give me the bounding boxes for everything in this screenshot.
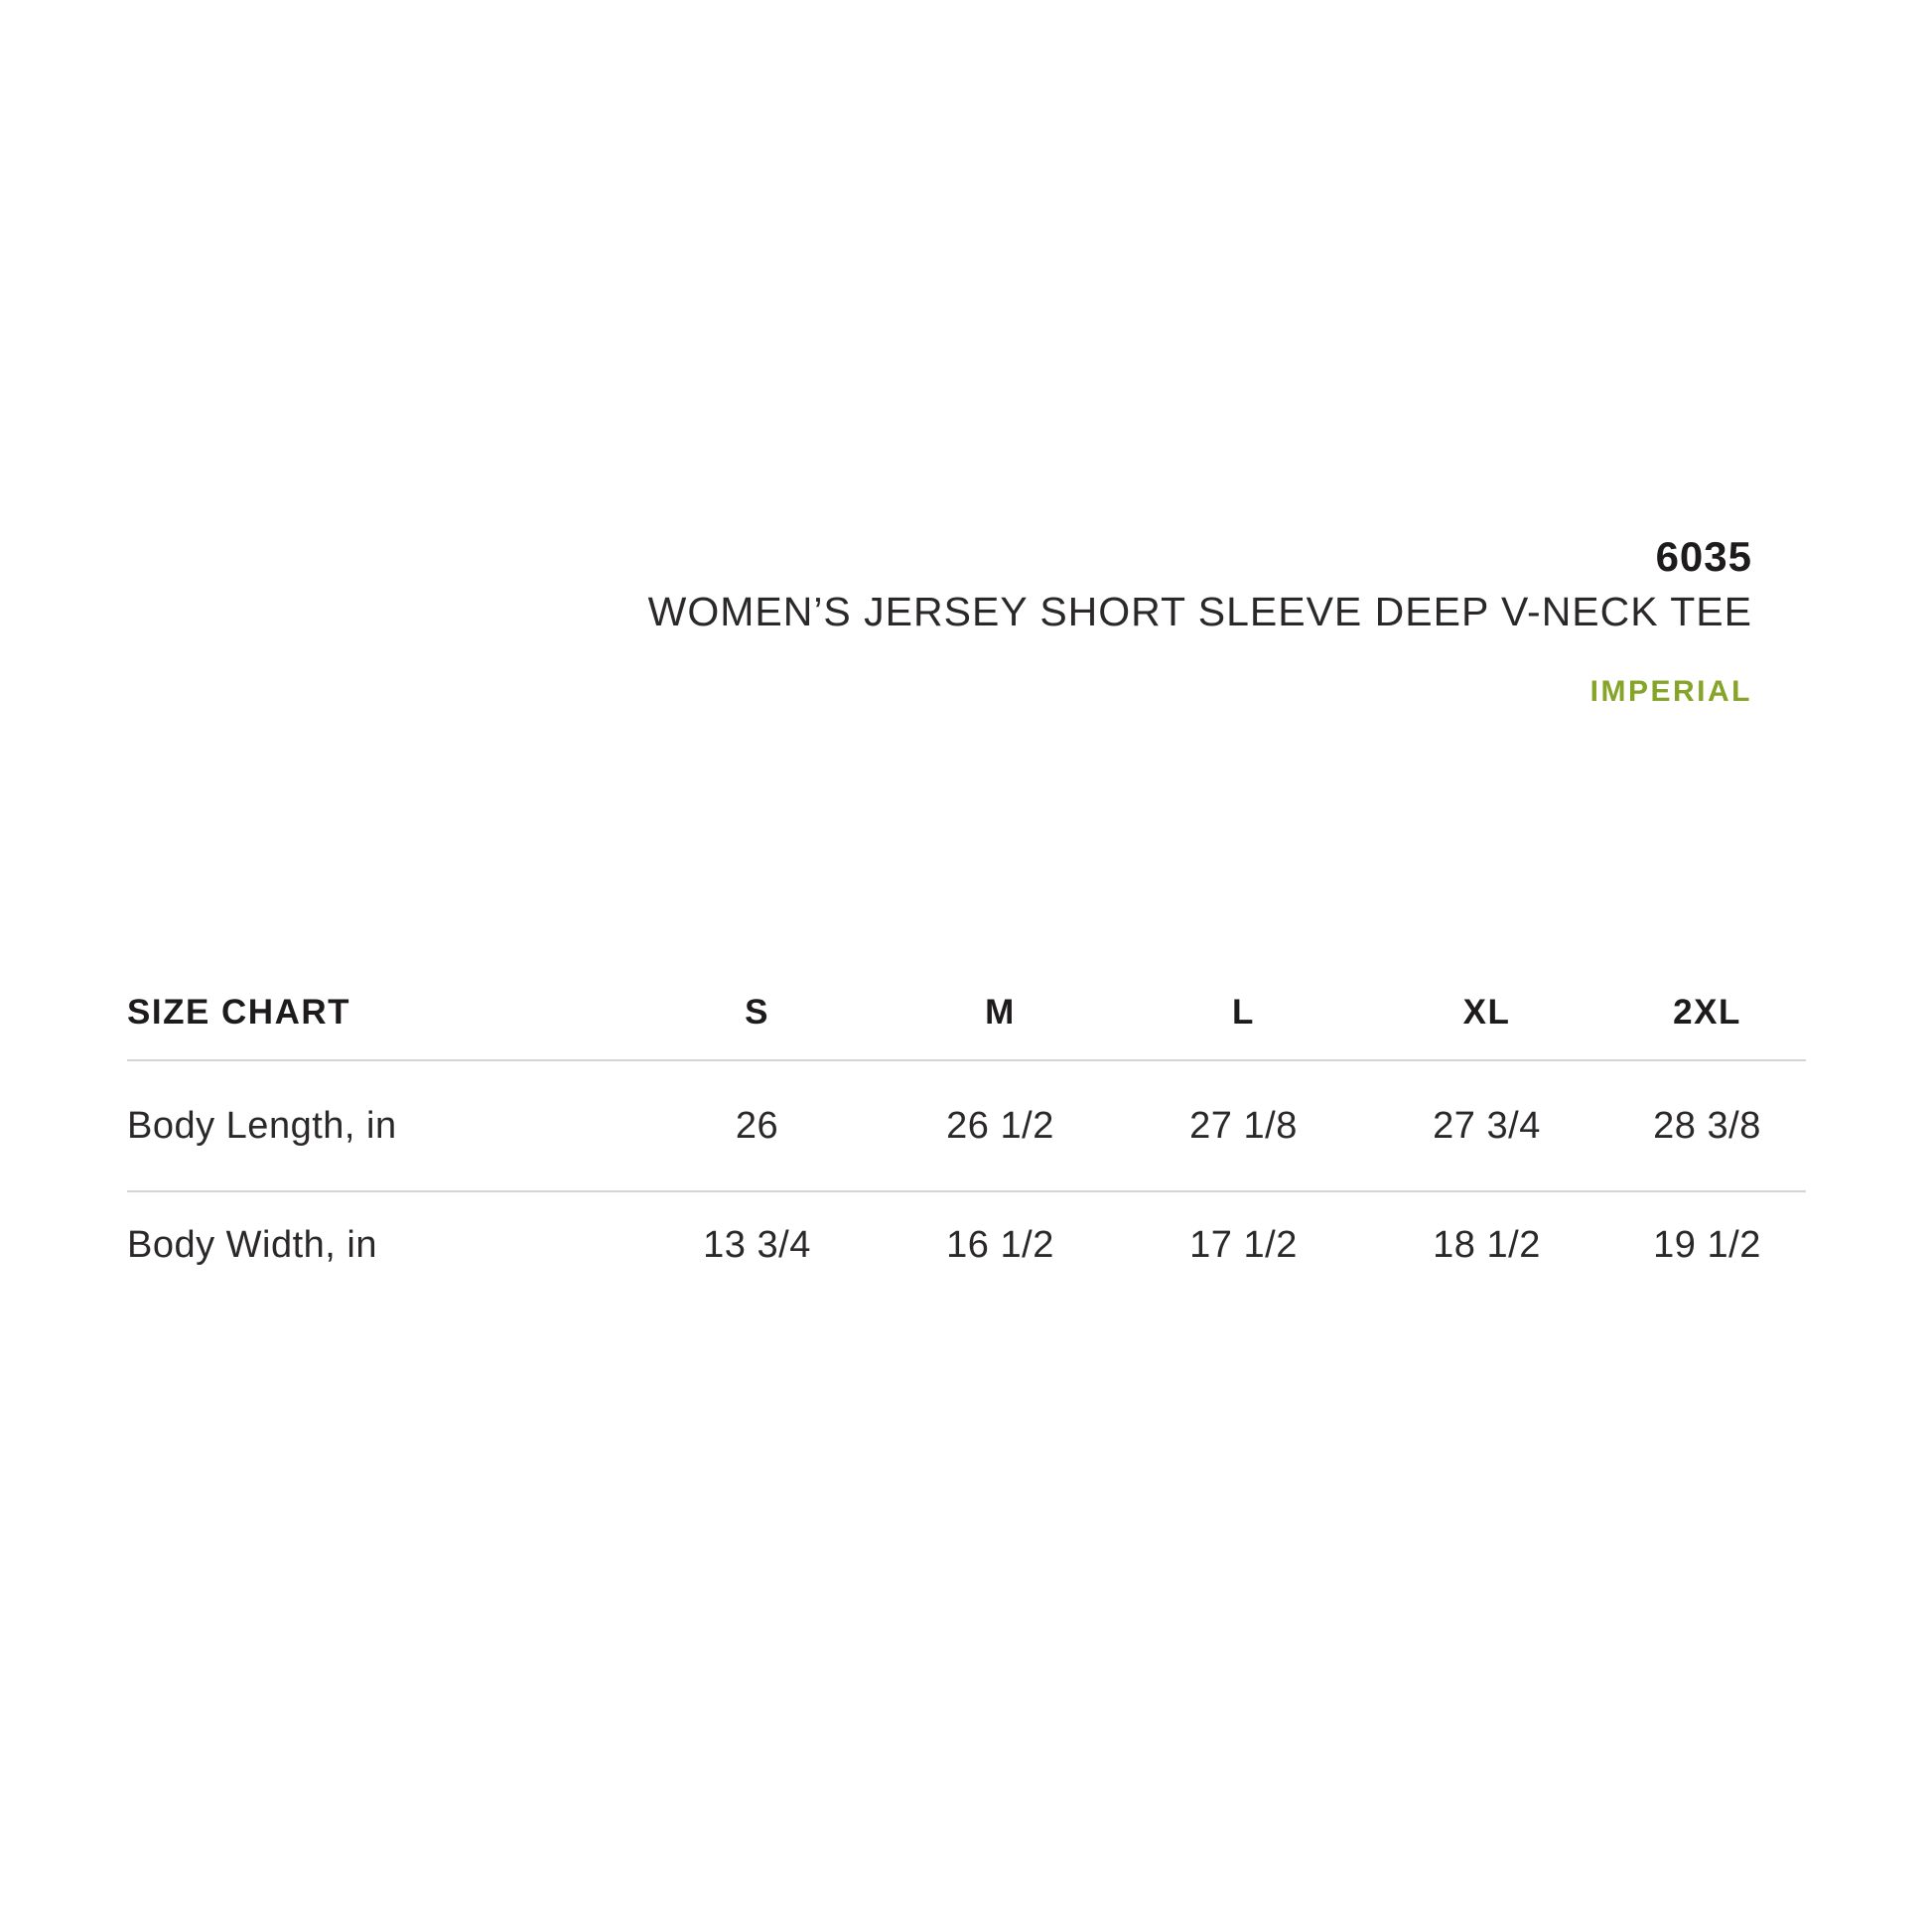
size-column-header-m: M: [879, 965, 1122, 1061]
product-header: 6035 WOMEN’S JERSEY SHORT SLEEVE DEEP V-…: [648, 536, 1752, 707]
size-column-header-l: L: [1122, 965, 1365, 1061]
style-number: 6035: [1655, 533, 1752, 580]
size-chart-title: SIZE CHART: [127, 965, 635, 1061]
cell-body-width-l: 17 1/2: [1189, 1223, 1298, 1266]
cell-body-length-m: 26 1/2: [879, 1060, 1122, 1192]
table-row-body-length: Body Length, in 26 26 1/2 27 1/8 27 3/4 …: [127, 1060, 1806, 1192]
size-chart-table: SIZE CHART S M L XL 2XL Body Length, in …: [127, 965, 1806, 1298]
cell-body-length-2xl: 28 3/8: [1608, 1060, 1806, 1192]
cell-body-width-m: 16 1/2: [946, 1223, 1054, 1266]
cell-body-length-l: 27 1/8: [1122, 1060, 1365, 1192]
size-column-header-s: S: [635, 965, 879, 1061]
product-title: WOMEN’S JERSEY SHORT SLEEVE DEEP V-NECK …: [647, 589, 1752, 634]
cell-body-width-xl: 18 1/2: [1433, 1223, 1541, 1266]
size-chart-header-row: SIZE CHART S M L XL 2XL: [127, 965, 1806, 1061]
size-column-header-2xl: 2XL: [1608, 965, 1806, 1061]
cell-body-length-xl: 27 3/4: [1365, 1060, 1608, 1192]
units-label: IMPERIAL: [1589, 675, 1752, 708]
cell-body-width-2xl: 19 1/2: [1653, 1223, 1761, 1266]
table-row-body-width: Body Width, in 13 3/4 16 1/2 17 1/2 18 1…: [127, 1191, 1806, 1298]
row-label-body-width: Body Width, in: [127, 1223, 377, 1266]
size-column-header-xl: XL: [1365, 965, 1608, 1061]
cell-body-length-s: 26: [635, 1060, 879, 1192]
row-label-body-length: Body Length, in: [127, 1060, 635, 1192]
cell-body-width-s: 13 3/4: [703, 1223, 811, 1266]
